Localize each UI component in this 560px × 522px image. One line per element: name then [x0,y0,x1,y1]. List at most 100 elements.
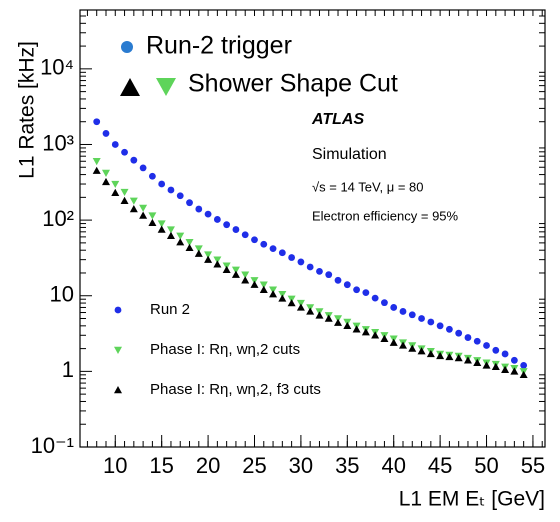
x-axis-label: L1 EM Eₜ [GeV] [399,488,545,511]
point [176,192,184,200]
point [454,354,463,362]
point [315,311,324,319]
legend-label: Run 2 [150,301,190,318]
x-tick-label: 20 [196,453,220,478]
point [148,212,157,220]
point [306,307,315,315]
point [510,356,518,364]
x-tick-label: 35 [335,453,359,478]
point [296,303,305,311]
point [492,346,500,354]
point [306,263,314,271]
point [241,276,250,284]
point [436,322,444,330]
x-tick-label: 25 [242,453,266,478]
point [371,294,379,302]
point [213,256,222,264]
point [455,329,463,337]
point [157,220,166,228]
point [343,281,351,289]
point [111,141,119,148]
point [408,311,416,319]
point [251,236,258,244]
point [139,211,148,219]
overlay-marker [156,78,176,96]
point [446,325,453,333]
point [389,338,398,346]
point [232,226,240,233]
y-tick-label: 10⁻¹ [31,433,74,458]
point [139,204,148,212]
x-tick-label: 15 [149,453,173,478]
point [426,349,435,358]
point [259,281,268,289]
legend-marker [114,386,122,394]
y-tick-label: 10⁴ [40,55,74,80]
point [473,358,482,366]
legend-marker [114,346,122,354]
point [491,362,500,370]
point [176,232,185,240]
point [482,361,491,369]
point [269,245,277,253]
point [334,276,342,284]
point [157,225,166,233]
point [213,216,221,223]
point [278,249,286,257]
point [194,245,203,253]
point [436,351,445,360]
overlay-text: Run-2 trigger [146,32,292,60]
point [129,197,138,205]
point [445,352,454,361]
y-axis-label: L1 Rates [kHz] [16,41,39,179]
point [483,342,490,349]
point [148,172,156,180]
point [204,255,213,263]
kind-label: Simulation [312,146,387,163]
x-tick-label: 30 [289,453,313,478]
point [101,177,110,186]
overlay-text: Shower Shape Cut [188,70,398,98]
point [241,231,249,239]
point [371,331,380,339]
point [325,271,333,279]
experiment-label: ATLAS [311,111,364,128]
point [158,180,166,188]
point [93,118,101,126]
point [111,188,120,196]
point [464,334,472,341]
point [361,328,370,336]
point [352,325,361,333]
point [334,318,343,326]
point [129,205,138,213]
point [148,218,157,227]
point [213,260,222,268]
point [241,271,250,279]
point [417,347,426,355]
point [519,370,528,379]
y-tick-label: 10 [50,282,74,307]
point [278,294,287,302]
point [166,226,175,234]
point [501,365,510,373]
point [186,199,193,207]
x-tick-label: 45 [428,453,452,478]
point [166,231,175,240]
point [463,356,472,364]
legend-marker [114,306,122,314]
overlay-marker [121,41,133,53]
point [288,254,296,261]
y-tick-label: 10³ [42,130,74,155]
point [250,280,259,288]
point [102,130,110,137]
point [380,334,389,342]
x-tick-label: 40 [381,453,405,478]
point [259,285,268,293]
point [343,321,352,330]
point [418,315,425,322]
point [231,270,240,278]
point [269,290,278,298]
point [92,166,101,174]
point [316,267,323,275]
